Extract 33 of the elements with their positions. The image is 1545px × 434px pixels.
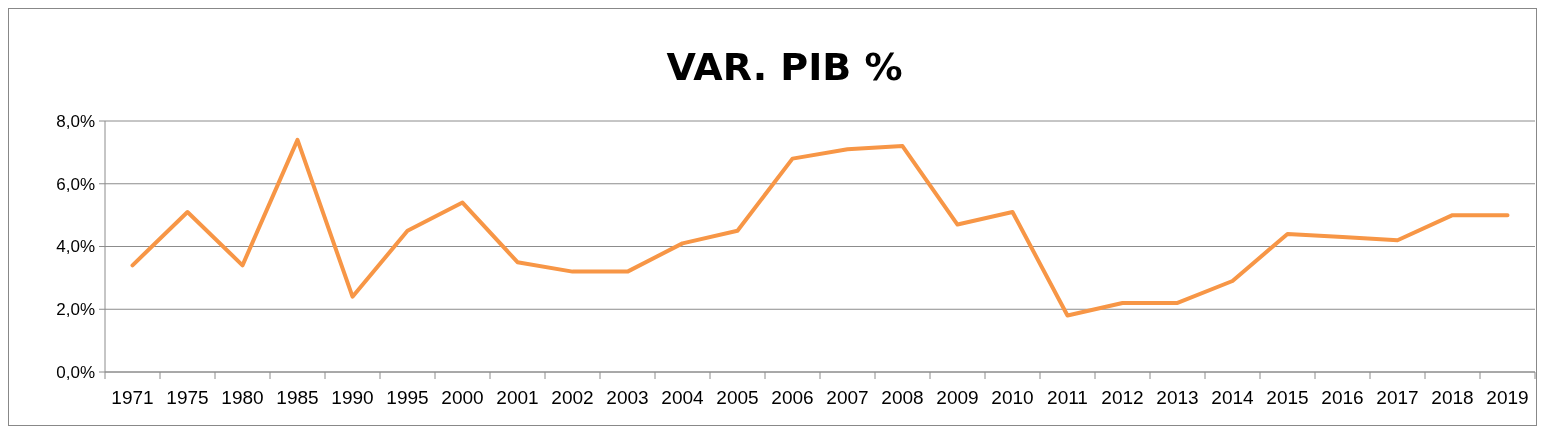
line-series: [130, 137, 1510, 318]
x-tick-label: 2018: [1431, 387, 1474, 408]
y-tick-label: 4,0%: [56, 237, 95, 257]
x-tick-label: 2015: [1266, 387, 1309, 408]
chart-title: VAR. PIB %: [666, 45, 903, 89]
x-tick-label: 2001: [496, 387, 539, 408]
x-tick-label: 2005: [716, 387, 759, 408]
y-tick-label: 6,0%: [56, 174, 95, 194]
x-tick-label: 2012: [1101, 387, 1144, 408]
x-tick-label: 2014: [1211, 387, 1255, 408]
x-tick-label: 2013: [1156, 387, 1199, 408]
y-tick-label: 8,0%: [56, 111, 95, 131]
x-tick-label: 2007: [826, 387, 869, 408]
x-tick-label: 2010: [991, 387, 1034, 408]
x-tick-label: 2019: [1486, 387, 1529, 408]
x-tick-label: 2009: [936, 387, 979, 408]
x-tick-label: 2011: [1047, 387, 1088, 408]
y-tick-label: 2,0%: [56, 300, 95, 320]
x-tick-label: 2004: [661, 387, 705, 408]
x-tick-label: 1971: [111, 387, 154, 408]
x-tick-label: 1990: [331, 387, 374, 408]
x-tick-label: 2003: [606, 387, 649, 408]
x-tick-label: 1975: [166, 387, 209, 408]
y-tick-label: 0,0%: [56, 362, 95, 382]
x-tick-label: 1985: [276, 387, 319, 408]
x-tick-label: 1995: [386, 387, 429, 408]
x-tick-label: 2017: [1376, 387, 1419, 408]
x-tick-label: 2000: [441, 387, 484, 408]
x-tick-label: 2002: [551, 387, 594, 408]
x-tick-label: 1980: [221, 387, 264, 408]
x-tick-label: 2006: [771, 387, 814, 408]
x-tick-label: 2008: [881, 387, 924, 408]
x-tick-label: 2016: [1321, 387, 1364, 408]
